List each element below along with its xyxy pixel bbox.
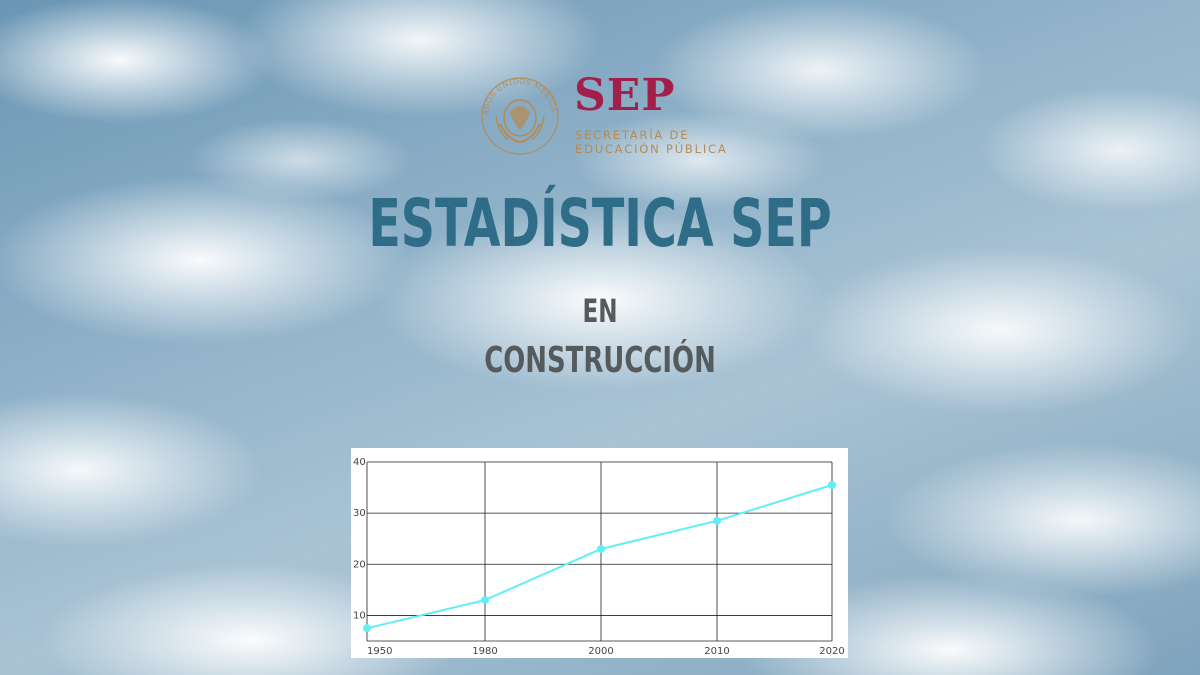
x-tick-label: 2020 bbox=[819, 646, 844, 657]
y-tick-label: 20 bbox=[353, 559, 366, 570]
status-line-construccion: CONSTRUCCIÓN bbox=[484, 340, 716, 381]
line-chart: 10 20 30 40 1950 1980 2000 2010 2020 bbox=[351, 448, 848, 658]
data-point bbox=[597, 544, 605, 553]
sep-subtitle-line1: SECRETARÍA DE bbox=[575, 128, 690, 142]
sep-brand-subtitle: SECRETARÍA DE EDUCACIÓN PÚBLICA bbox=[575, 128, 728, 156]
data-point bbox=[363, 624, 371, 633]
series-line bbox=[366, 484, 833, 630]
x-tick-label: 1950 bbox=[367, 646, 392, 657]
y-tick-label: 30 bbox=[353, 508, 366, 519]
line-chart-svg: 10 20 30 40 1950 1980 2000 2010 2020 bbox=[353, 457, 845, 657]
y-tick-label: 40 bbox=[353, 457, 366, 468]
x-tick-label: 2010 bbox=[704, 646, 729, 657]
data-point bbox=[828, 481, 836, 490]
sep-brand-name: SEP bbox=[574, 70, 676, 121]
sep-subtitle-line2: EDUCACIÓN PÚBLICA bbox=[575, 142, 728, 156]
y-tick-label: 10 bbox=[353, 610, 366, 621]
status-line-en: EN bbox=[582, 292, 618, 330]
data-point bbox=[481, 596, 489, 605]
data-point bbox=[713, 516, 721, 525]
x-tick-label: 2000 bbox=[588, 646, 613, 657]
x-tick-label: 1980 bbox=[472, 646, 497, 657]
sep-logo: ESTADOS UNIDOS MEXICANOS SEP SECRETARÍA … bbox=[478, 70, 748, 160]
page-title: ESTADÍSTICA SEP bbox=[368, 185, 832, 262]
coat-of-arms-seal-icon: ESTADOS UNIDOS MEXICANOS bbox=[478, 72, 559, 155]
